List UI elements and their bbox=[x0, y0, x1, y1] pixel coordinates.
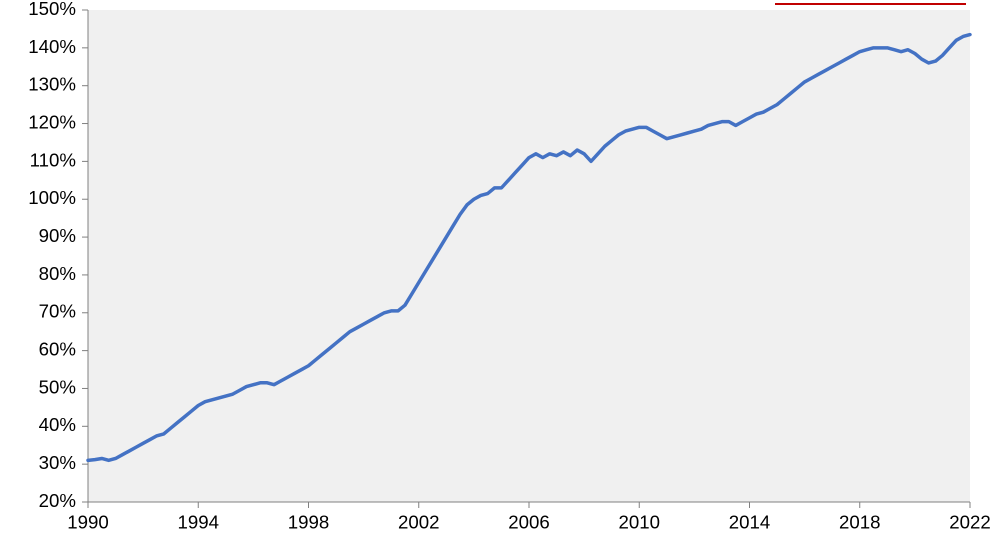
y-tick-label: 130% bbox=[28, 74, 76, 95]
y-tick-label: 120% bbox=[28, 111, 76, 132]
x-tick-label: 2010 bbox=[618, 512, 660, 533]
y-tick-label: 80% bbox=[39, 263, 76, 284]
y-tick-label: 30% bbox=[39, 452, 76, 473]
y-tick-label: 150% bbox=[28, 0, 76, 19]
x-tick-label: 2018 bbox=[839, 512, 881, 533]
y-tick-label: 50% bbox=[39, 376, 76, 397]
y-tick-label: 20% bbox=[39, 490, 76, 511]
line-chart: 20% 30% 40% 50% 60% 70% 80% 90% 100% 110% 120% 130%… bbox=[0, 0, 991, 550]
y-tick-label: 90% bbox=[39, 225, 76, 246]
y-tick-label: 70% bbox=[39, 301, 76, 322]
plot-area bbox=[88, 10, 970, 502]
y-tick-label: 40% bbox=[39, 414, 76, 435]
x-tick-label: 1994 bbox=[177, 512, 219, 533]
y-tick-label: 110% bbox=[30, 149, 76, 170]
x-tick-label: 2002 bbox=[398, 512, 440, 533]
x-tick-label: 1998 bbox=[288, 512, 330, 533]
x-tick-label: 1990 bbox=[67, 512, 109, 533]
y-tick-label: 100% bbox=[28, 187, 76, 208]
y-tick-label: 140% bbox=[28, 36, 76, 57]
x-tick-label: 2022 bbox=[949, 512, 991, 533]
x-tick-label: 2014 bbox=[729, 512, 771, 533]
x-tick-label: 2006 bbox=[508, 512, 550, 533]
y-tick-label: 60% bbox=[39, 339, 76, 360]
chart-svg: 20% 30% 40% 50% 60% 70% 80% 90% 100% 110% 120% 130%… bbox=[0, 0, 991, 550]
